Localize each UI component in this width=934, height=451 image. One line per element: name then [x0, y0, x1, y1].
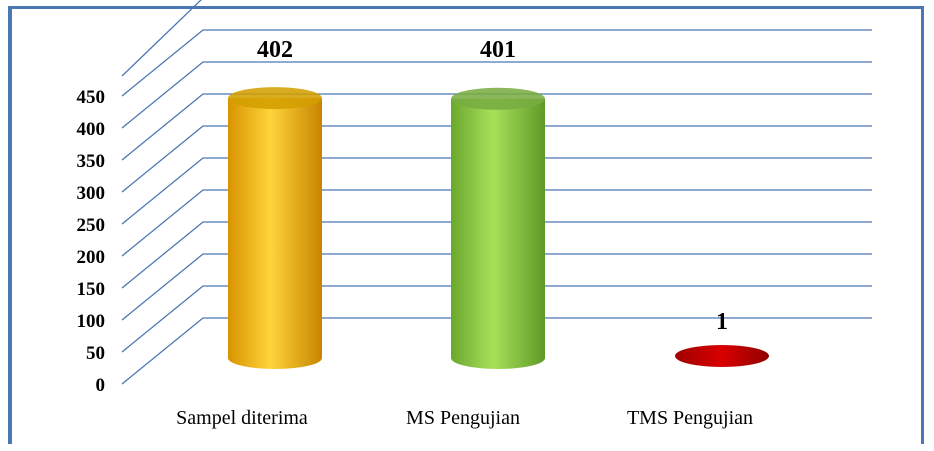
gridline-diagonal — [121, 189, 204, 257]
x-category-label: Sampel diterima — [176, 407, 308, 429]
data-label: 1 — [716, 309, 728, 335]
bar — [675, 345, 769, 367]
y-tick-label: 450 — [77, 87, 106, 108]
y-tick-label: 150 — [77, 279, 106, 300]
bar-top-shade — [228, 87, 322, 110]
y-tick-label: 400 — [77, 119, 106, 140]
gridline-diagonal — [121, 0, 202, 77]
x-category-label: TMS Pengujian — [627, 407, 753, 429]
gridline-diagonal — [121, 221, 204, 289]
bar-body — [451, 98, 545, 369]
gridline-diagonal — [121, 125, 204, 193]
gridline-diagonal — [121, 253, 204, 321]
bar-top — [451, 87, 545, 110]
data-label: 402 — [257, 37, 293, 63]
x-category-label: MS Pengujian — [406, 407, 520, 429]
bar — [451, 87, 545, 369]
gridline-diagonal — [121, 317, 204, 385]
gridline-diagonal — [121, 285, 204, 353]
data-label: 401 — [480, 37, 516, 63]
bar-top-shade — [451, 87, 545, 110]
y-tick-label: 300 — [77, 183, 106, 204]
gridline-diagonal — [121, 157, 204, 225]
gridline-diagonal — [121, 93, 204, 161]
bar-disc — [675, 345, 769, 367]
y-tick-label: 200 — [77, 247, 106, 268]
bar-body — [228, 98, 322, 369]
y-tick-label: 50 — [86, 343, 105, 364]
y-tick-label: 250 — [77, 215, 106, 236]
bar — [228, 87, 322, 369]
bar-top — [228, 87, 322, 110]
y-tick-label: 350 — [77, 151, 106, 172]
gridline-diagonal — [121, 61, 204, 129]
y-tick-label: 0 — [96, 375, 106, 396]
y-tick-label: 100 — [77, 311, 106, 332]
gridline-diagonal — [121, 29, 204, 97]
